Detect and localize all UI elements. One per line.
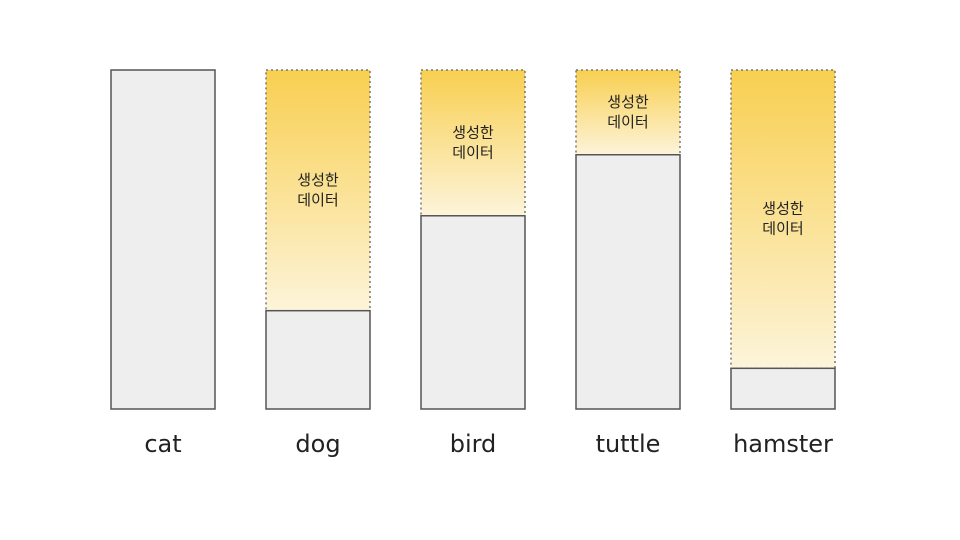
category-label: bird [450, 430, 497, 458]
generated-label: 생성한 [762, 200, 804, 218]
generated-label: 데이터 [297, 191, 338, 209]
generated-label: 생성한 [607, 93, 649, 111]
category-label: cat [144, 430, 181, 458]
generated-segment [575, 69, 681, 156]
generated-label: 데이터 [452, 143, 493, 161]
original-segment [730, 367, 836, 410]
original-segment [575, 154, 681, 410]
generated-label: 생성한 [297, 171, 339, 189]
generated-label: 데이터 [607, 113, 648, 131]
original-segment [265, 309, 371, 410]
original-segment [110, 69, 216, 410]
generated-segment [265, 69, 371, 312]
generated-segment [420, 69, 526, 217]
category-label: tuttle [596, 430, 661, 458]
generated-label: 데이터 [762, 220, 803, 238]
category-label: hamster [733, 430, 833, 458]
generated-segment [730, 69, 836, 370]
original-segment [420, 215, 526, 410]
category-label: dog [295, 430, 340, 458]
generated-label: 생성한 [452, 123, 494, 141]
